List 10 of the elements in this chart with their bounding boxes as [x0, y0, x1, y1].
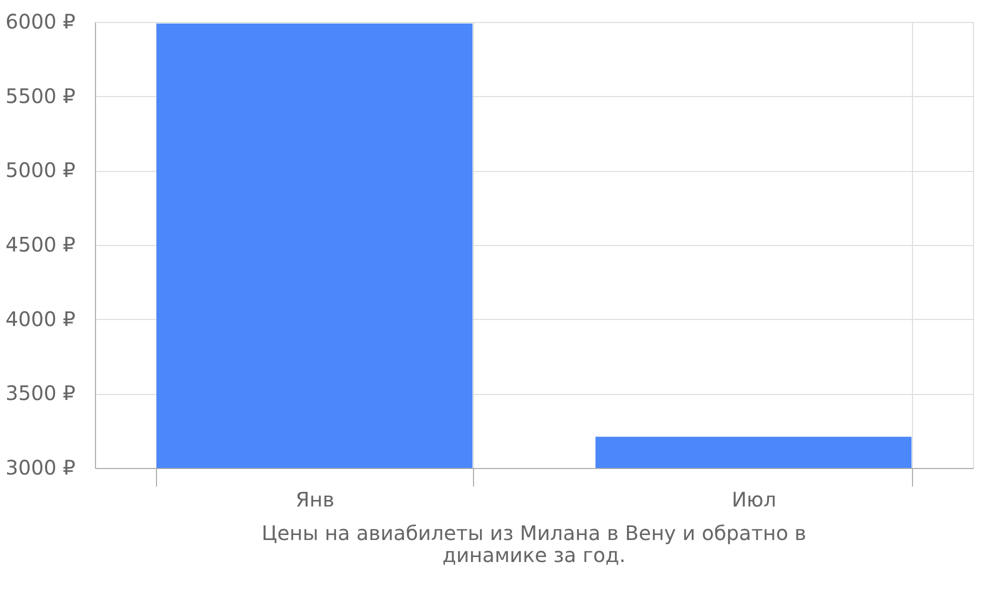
y-tick-label: 3500 ₽: [6, 381, 76, 406]
y-tick-label: 4000 ₽: [6, 306, 76, 331]
y-tick-label: 4500 ₽: [6, 232, 76, 256]
x-tick-label: Янв: [296, 488, 334, 512]
text: Цены на авиабилеты из Милана в Вену и обратно в динамике за год.: [262, 521, 806, 567]
y-tick-label: 5500 ₽: [6, 84, 76, 108]
y-tick-label: 5000 ₽: [6, 158, 76, 182]
y-tick-label: 6000 ₽: [6, 10, 76, 34]
x-tick-label: Июл: [732, 488, 776, 512]
y-tick-label: 3000 ₽: [6, 456, 76, 480]
